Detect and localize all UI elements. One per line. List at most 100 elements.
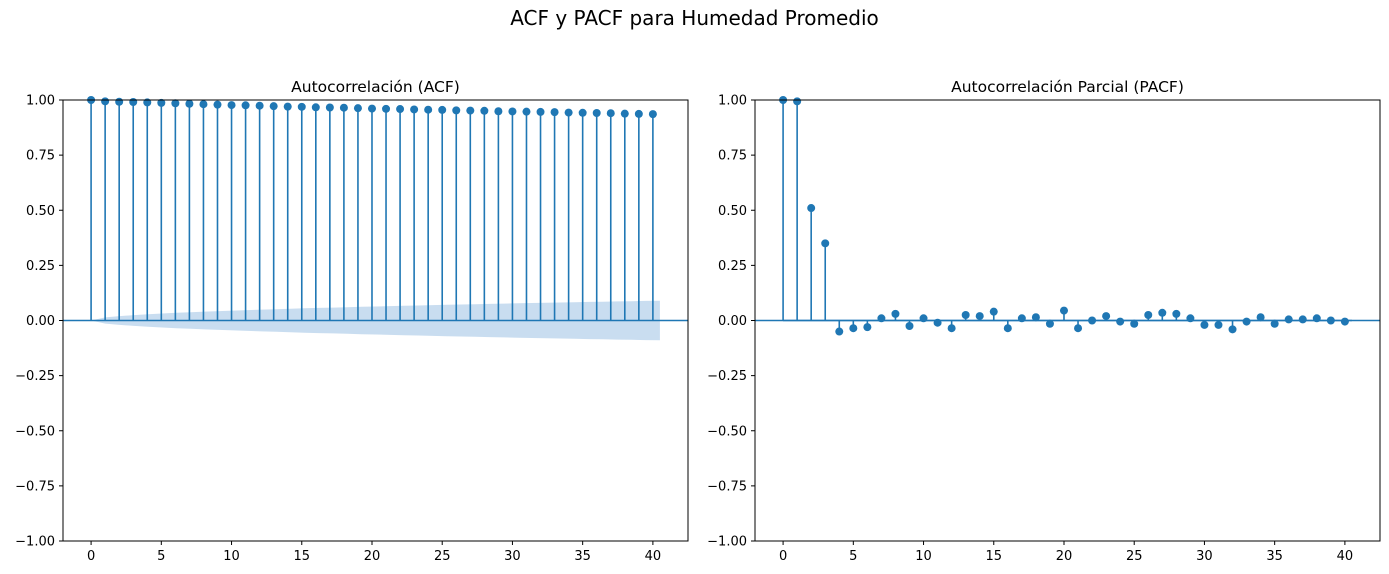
pacf-marker bbox=[1074, 324, 1083, 333]
pacf-marker bbox=[1059, 306, 1068, 315]
acf-marker bbox=[424, 105, 433, 114]
acf-marker bbox=[466, 106, 475, 115]
acf-marker bbox=[101, 97, 110, 106]
figure-title: ACF y PACF para Humedad Promedio bbox=[510, 6, 879, 30]
pacf-marker bbox=[1270, 319, 1279, 328]
acf-marker bbox=[550, 108, 559, 117]
acf-ytick-label: 0.25 bbox=[26, 259, 55, 274]
acf-marker bbox=[536, 107, 545, 116]
pacf-ytick-label: 0.75 bbox=[718, 149, 747, 164]
pacf-marker bbox=[1298, 315, 1307, 324]
acf-marker bbox=[115, 97, 124, 106]
acf-marker bbox=[311, 103, 320, 112]
pacf-marker bbox=[1200, 320, 1209, 329]
pacf-marker bbox=[835, 327, 844, 336]
pacf-marker bbox=[849, 324, 858, 333]
acf-ytick-label: −0.75 bbox=[15, 479, 55, 494]
acf-marker bbox=[396, 105, 405, 114]
acf-ytick-label: 0.00 bbox=[26, 314, 55, 329]
acf-marker bbox=[620, 109, 629, 118]
pacf-ytick-label: 0.00 bbox=[718, 314, 747, 329]
pacf-ytick-label: 0.25 bbox=[718, 259, 747, 274]
acf-marker bbox=[171, 99, 180, 108]
acf-marker bbox=[185, 99, 194, 108]
acf-xtick-label: 40 bbox=[645, 549, 662, 564]
acf-ytick-label: −0.50 bbox=[15, 424, 55, 439]
pacf-marker bbox=[1130, 319, 1139, 328]
pacf-xtick-label: 25 bbox=[1126, 549, 1143, 564]
pacf-marker bbox=[1003, 324, 1012, 333]
pacf-marker bbox=[989, 307, 998, 316]
acf-ytick-label: 0.50 bbox=[26, 204, 55, 219]
acf-marker bbox=[494, 107, 503, 116]
acf-marker bbox=[227, 101, 236, 110]
acf-xtick-label: 35 bbox=[574, 549, 591, 564]
pacf-marker bbox=[1144, 310, 1153, 319]
acf-marker bbox=[480, 106, 489, 115]
pacf-title: Autocorrelación Parcial (PACF) bbox=[951, 78, 1184, 96]
pacf-marker bbox=[1340, 317, 1349, 326]
acf-ytick-label: 0.75 bbox=[26, 149, 55, 164]
acf-marker bbox=[438, 105, 447, 114]
acf-marker bbox=[199, 100, 208, 109]
pacf-ytick-label: −0.50 bbox=[707, 424, 747, 439]
pacf-xtick-label: 0 bbox=[779, 549, 787, 564]
pacf-ytick-label: 1.00 bbox=[718, 94, 747, 109]
acf-xtick-label: 30 bbox=[504, 549, 521, 564]
pacf-chart: −1.00 −0.75 −0.50 −0.25 0.00 0.25 0.50 0.75 1.00… bbox=[707, 78, 1381, 564]
acf-ytick-label: −0.25 bbox=[15, 369, 55, 384]
acf-title: Autocorrelación (ACF) bbox=[291, 78, 460, 96]
acf-marker bbox=[452, 106, 461, 115]
pacf-marker bbox=[793, 97, 802, 106]
acf-marker bbox=[634, 109, 643, 118]
pacf-marker bbox=[947, 324, 956, 333]
acf-marker bbox=[564, 108, 573, 117]
pacf-marker bbox=[905, 322, 914, 331]
pacf-marker bbox=[821, 239, 830, 248]
pacf-ytick-label: 0.50 bbox=[718, 204, 747, 219]
acf-marker bbox=[648, 110, 657, 119]
pacf-marker bbox=[1045, 319, 1054, 328]
pacf-marker bbox=[1228, 325, 1237, 334]
acf-marker bbox=[367, 104, 376, 113]
pacf-marker bbox=[961, 310, 970, 319]
pacf-marker bbox=[863, 323, 872, 332]
acf-marker bbox=[606, 109, 615, 118]
acf-marker bbox=[213, 100, 222, 109]
pacf-xtick-label: 20 bbox=[1056, 549, 1073, 564]
pacf-xtick-label: 35 bbox=[1266, 549, 1283, 564]
acf-marker bbox=[157, 98, 166, 107]
acf-marker bbox=[578, 108, 587, 117]
acf-ytick-label: −1.00 bbox=[15, 535, 55, 550]
acf-marker bbox=[241, 101, 250, 110]
pacf-xtick-label: 30 bbox=[1196, 549, 1213, 564]
pacf-marker bbox=[1214, 320, 1223, 329]
acf-marker bbox=[410, 105, 419, 114]
acf-marker bbox=[382, 104, 391, 113]
pacf-marker bbox=[1284, 315, 1293, 324]
acf-marker bbox=[129, 97, 138, 106]
pacf-xtick-label: 15 bbox=[985, 549, 1002, 564]
acf-marker bbox=[255, 101, 264, 110]
acf-xtick-label: 15 bbox=[293, 549, 310, 564]
acf-xtick-label: 0 bbox=[87, 549, 95, 564]
pacf-ytick-label: −0.75 bbox=[707, 479, 747, 494]
pacf-xtick-label: 5 bbox=[849, 549, 857, 564]
acf-marker bbox=[325, 103, 334, 112]
acf-xtick-label: 10 bbox=[223, 549, 240, 564]
acf-marker bbox=[339, 103, 348, 112]
pacf-marker bbox=[1186, 314, 1195, 323]
pacf-marker bbox=[1088, 316, 1097, 325]
pacf-marker bbox=[1172, 309, 1181, 318]
pacf-ytick-label: −1.00 bbox=[707, 535, 747, 550]
acf-chart: −1.00 −0.75 −0.50 −0.25 0.00 0.25 0.50 0.75 1.00… bbox=[15, 78, 689, 564]
acf-marker bbox=[353, 104, 362, 113]
pacf-xtick-label: 10 bbox=[915, 549, 932, 564]
acf-marker bbox=[592, 109, 601, 118]
pacf-marker bbox=[1102, 312, 1111, 321]
acf-xtick-label: 5 bbox=[157, 549, 165, 564]
pacf-marker bbox=[1017, 314, 1026, 323]
pacf-marker bbox=[919, 314, 928, 323]
pacf-marker bbox=[933, 318, 942, 327]
